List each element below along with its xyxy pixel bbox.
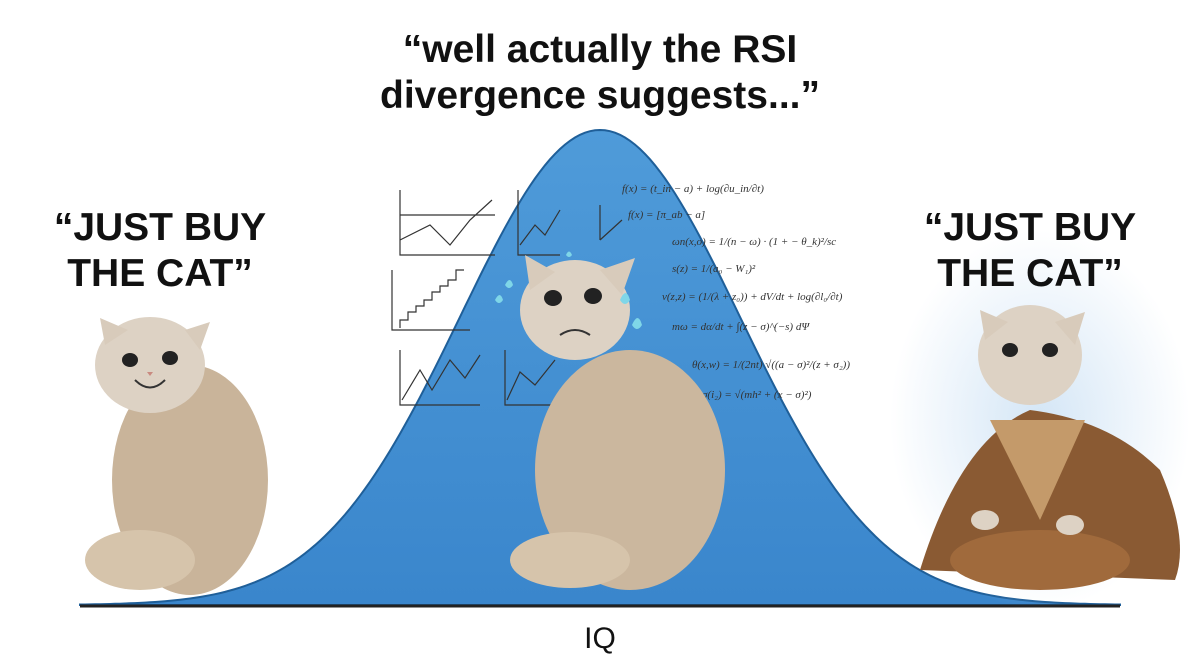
- left-quote: “JUST BUY: [54, 206, 266, 249]
- formula: f(x) = (t_in − a) + log(∂u_in/∂t): [622, 183, 764, 195]
- axis-label: IQ: [584, 622, 616, 655]
- formula: mω = dα/dt + ∫(z − σ)^(−s) dΨ: [672, 321, 810, 333]
- top-quote: divergence suggests...”: [380, 74, 820, 117]
- chart-sketches: [391, 190, 623, 406]
- monk-cat: [890, 230, 1190, 610]
- left-quote: THE CAT”: [67, 252, 253, 295]
- formulas: f(x) = (t_in − a) + log(∂u_in/∂t) f(x) =…: [622, 183, 850, 401]
- formula: θ(x,w) = 1/(2nt) √((a − σ)²/(z + σ₂)): [692, 359, 850, 371]
- formula: f(x) = [π_ab − a]: [628, 209, 705, 221]
- crying-cat: [495, 251, 725, 590]
- formula: σ(i₂) = √(mh² + (x − σ)²): [702, 389, 812, 401]
- formula: v(z,z) = (1/(λ + z₀)) + dV/dt + log(∂l₀/…: [662, 291, 843, 303]
- smiling-cat: [85, 317, 268, 595]
- formula: s(z) = 1/(a₀ − W₁)²: [672, 263, 756, 275]
- formula: ωn(x,o) = 1/(n − ω) · (1 + − θ_k)²/sc: [672, 236, 836, 248]
- right-quote: THE CAT”: [937, 252, 1123, 295]
- top-quote: “well actually the RSI: [403, 28, 797, 71]
- right-quote: “JUST BUY: [924, 206, 1136, 249]
